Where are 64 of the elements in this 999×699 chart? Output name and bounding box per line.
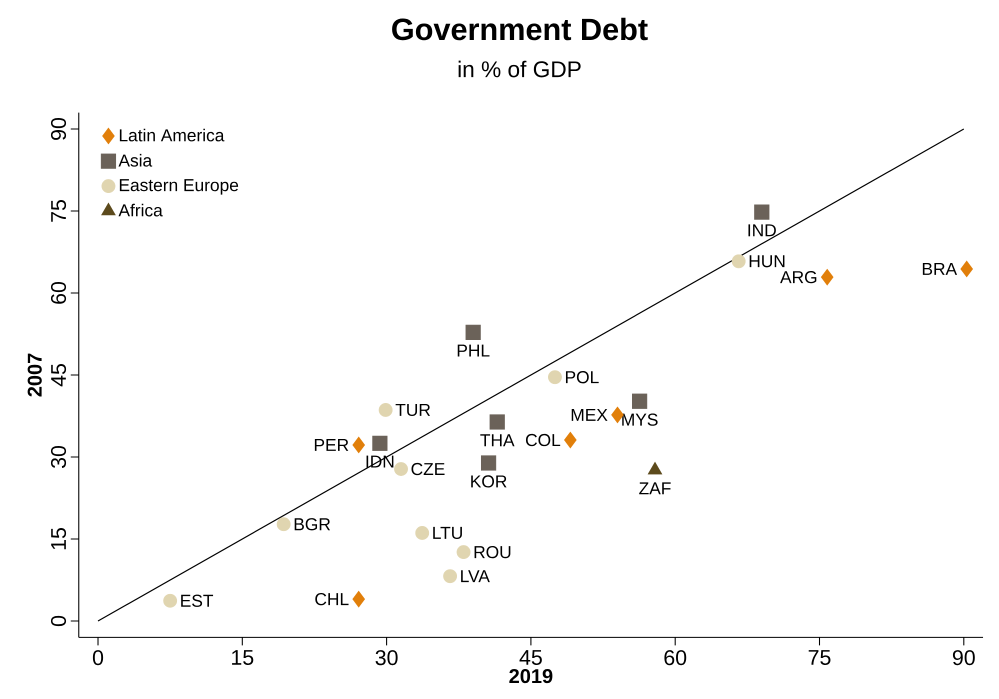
annotation: BRA — [922, 262, 958, 275]
point — [611, 406, 624, 424]
x-tick-label: 75 — [808, 650, 830, 665]
legend-label: Eastern Europe — [120, 179, 238, 195]
annotation: TUR — [396, 404, 430, 416]
annotation: ROU — [474, 546, 510, 558]
x-tick-label: 30 — [376, 650, 398, 666]
chart-subtitle: in % of GDP — [458, 60, 581, 78]
point — [276, 517, 291, 532]
point — [480, 455, 496, 471]
annotation: THA — [480, 434, 515, 446]
x-tick-label: 45 — [520, 650, 542, 665]
annotation: ARG — [780, 271, 816, 284]
annotation: HUN — [750, 255, 784, 268]
annotation: MEX — [572, 408, 608, 421]
point — [415, 526, 430, 540]
annotation: IND — [748, 224, 776, 236]
point — [960, 260, 973, 278]
y-tick-label: 30 — [50, 446, 66, 468]
point — [352, 590, 365, 608]
legend-label: Asia — [118, 154, 152, 167]
annotation: PER — [314, 439, 348, 451]
x-tick-label: 15 — [232, 650, 254, 665]
y-tick-label: 15 — [51, 528, 66, 550]
point — [372, 436, 388, 451]
point — [564, 432, 577, 448]
annotation: COL — [526, 434, 560, 446]
point — [352, 436, 365, 454]
annotation: PHL — [458, 344, 490, 357]
annotation: MYS — [622, 414, 658, 426]
annotation: EST — [181, 594, 214, 607]
point — [490, 414, 505, 430]
x-axis-title: 2019 — [509, 669, 552, 684]
chart-title: Government Debt — [392, 18, 648, 40]
point — [754, 204, 770, 220]
y-tick-label: 90 — [50, 118, 66, 140]
x-tick-label: 90 — [952, 650, 975, 666]
point — [456, 545, 470, 560]
annotation: CZE — [412, 462, 445, 476]
point — [394, 462, 408, 476]
annotation: LVA — [461, 570, 490, 582]
annotation: POL — [566, 371, 599, 384]
point — [732, 254, 746, 268]
point — [378, 403, 393, 417]
annotation: BGR — [294, 518, 330, 530]
annotation: KOR — [471, 475, 507, 488]
x-tick-label: 60 — [664, 650, 686, 666]
point — [548, 370, 562, 384]
annotation: ZAF — [639, 482, 671, 494]
y-tick-label: 60 — [50, 282, 66, 304]
legend-label: Africa — [118, 204, 163, 216]
legend-label: Latin America — [120, 128, 224, 142]
point — [632, 394, 648, 409]
y-axis-title: 2007 — [28, 354, 42, 397]
point — [443, 569, 458, 584]
y-tick-label: 75 — [51, 200, 66, 222]
annotation: CHL — [315, 592, 349, 606]
x-tick-label: 0 — [92, 650, 104, 666]
y-tick-label: 0 — [50, 616, 66, 626]
y-tick-label: 45 — [51, 364, 66, 386]
annotation: LTU — [433, 526, 462, 540]
point — [466, 324, 481, 340]
point — [820, 268, 834, 286]
point — [163, 594, 178, 608]
